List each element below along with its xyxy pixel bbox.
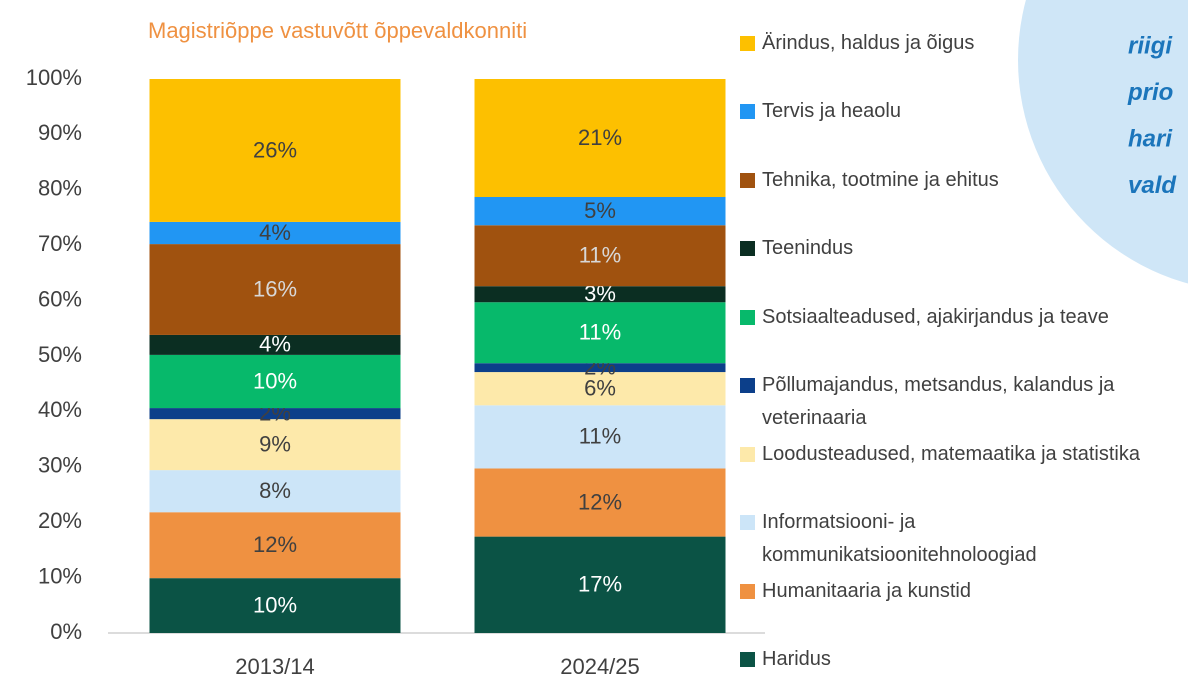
legend-swatch <box>740 583 755 599</box>
legend-item: Põllumajandus, metsandus, kalandus ja ve… <box>740 369 1180 435</box>
legend-swatch <box>740 104 755 119</box>
legend-label: Tervis ja heaolu <box>762 100 901 122</box>
data-label: 12% <box>578 489 622 514</box>
legend-swatch <box>740 241 755 256</box>
bar-segment <box>149 334 401 355</box>
sidebar-text: hari <box>1128 125 1173 152</box>
y-tick-label: 0% <box>50 619 82 644</box>
bar-segment <box>149 470 401 513</box>
y-tick-label: 50% <box>38 342 82 367</box>
sidebar-bubble <box>1018 0 1188 284</box>
legend-item: Ärindus, haldus ja õigus <box>740 27 1180 60</box>
legend-item: Tehnika, tootmine ja ehitus <box>740 164 1180 197</box>
bar-segment <box>149 512 401 579</box>
bar-segment <box>149 408 401 420</box>
legend-swatch <box>740 515 755 530</box>
legend-item: Informatsiooni- ja kommunikatsioonitehno… <box>740 506 1180 572</box>
legend-label: Loodusteadused, matemaatika ja statistik… <box>762 442 1140 465</box>
data-label: 21% <box>578 125 622 150</box>
legend-swatch <box>740 446 755 462</box>
sidebar-text: vald <box>1128 172 1177 199</box>
data-label: 8% <box>259 478 291 503</box>
bar-segment <box>474 197 726 226</box>
legend-label: Ärindus, haldus ja õigus <box>762 31 975 54</box>
data-label: 17% <box>578 572 622 597</box>
x-tick-label: 2013/14 <box>235 654 315 679</box>
bar-segment <box>149 578 401 633</box>
bar-segment <box>149 221 401 245</box>
data-label: 12% <box>253 532 297 557</box>
data-label: 6% <box>584 375 616 400</box>
bar-segment <box>474 468 726 537</box>
bar-segment <box>149 79 401 222</box>
y-tick-label: 40% <box>38 397 82 422</box>
data-label: 26% <box>253 137 297 162</box>
legend-label: Informatsiooni- ja kommunikatsioonitehno… <box>762 511 1037 566</box>
legend-item: Tervis ja heaolu <box>740 95 1180 128</box>
data-label: 9% <box>259 431 291 456</box>
data-label: 11% <box>579 243 621 268</box>
data-label: 4% <box>259 220 291 245</box>
y-tick-label: 80% <box>38 176 82 201</box>
legend-item: Teenindus <box>740 232 1180 265</box>
legend-swatch <box>740 652 755 667</box>
bar-segment <box>474 536 726 633</box>
y-tick-label: 10% <box>38 563 82 588</box>
bar-segment <box>474 363 726 373</box>
legend-label: Humanitaaria ja kunstid <box>762 579 971 602</box>
legend-swatch <box>740 35 755 51</box>
bar-segment <box>474 286 726 303</box>
data-label: 4% <box>259 332 291 357</box>
y-tick-label: 70% <box>38 231 82 256</box>
data-label: 5% <box>584 198 616 223</box>
data-label: 10% <box>253 368 297 393</box>
legend-item: Loodusteadused, matemaatika ja statistik… <box>740 438 1180 471</box>
x-tick-label: 2024/25 <box>560 654 640 679</box>
legend-swatch <box>740 172 755 188</box>
legend-swatch <box>740 378 755 393</box>
chart-title: Magistriõppe vastuvõtt õppevaldkonniti <box>148 18 527 43</box>
legend-label: Tehnika, tootmine ja ehitus <box>762 168 999 191</box>
data-label: 11% <box>579 320 621 345</box>
legend-label: Teenindus <box>762 237 854 259</box>
bar-segment <box>149 419 401 471</box>
legend-label: Põllumajandus, metsandus, kalandus ja ve… <box>762 374 1115 429</box>
y-tick-label: 90% <box>38 120 82 145</box>
data-label: 16% <box>253 276 297 301</box>
bar-segment <box>474 302 726 364</box>
legend-item: Humanitaaria ja kunstid <box>740 575 1180 608</box>
legend-label: Sotsiaalteadused, ajakirjandus ja teave <box>762 305 1109 328</box>
y-tick-label: 60% <box>38 286 82 311</box>
y-tick-label: 100% <box>26 65 82 90</box>
bar-segment <box>149 244 401 335</box>
y-tick-label: 30% <box>38 453 82 478</box>
legend-item: Sotsiaalteadused, ajakirjandus ja teave <box>740 301 1180 334</box>
bar-segment <box>149 354 401 409</box>
sidebar-text: prio <box>1127 79 1173 106</box>
y-tick-label: 20% <box>38 508 82 533</box>
bar-segment <box>474 372 726 406</box>
data-label: 10% <box>253 592 297 617</box>
legend-item: Haridus <box>740 643 1180 676</box>
data-label: 11% <box>579 424 621 449</box>
bar-segment <box>474 79 726 198</box>
bar-segment <box>474 225 726 287</box>
legend-label: Haridus <box>762 648 831 670</box>
sidebar-text: riigi <box>1128 32 1173 59</box>
legend-swatch <box>740 309 755 325</box>
bar-segment <box>474 405 726 469</box>
